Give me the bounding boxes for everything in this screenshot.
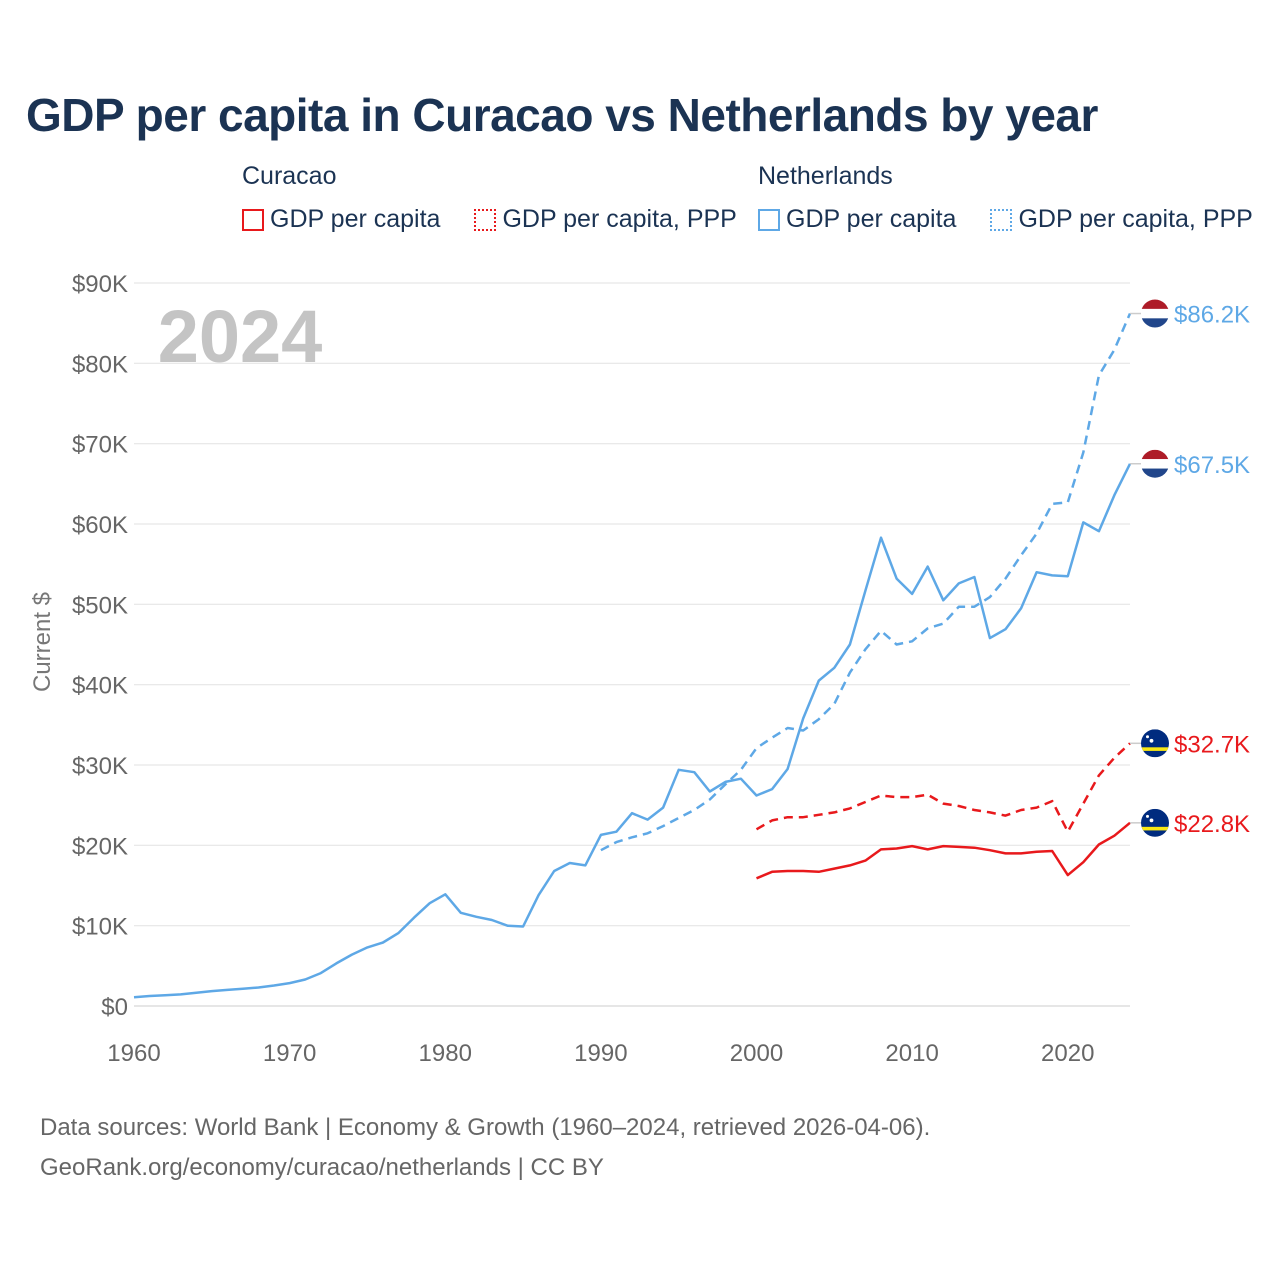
x-tick-label: 1960 — [107, 1040, 160, 1067]
y-tick-label: $0 — [101, 994, 128, 1021]
chart-title: GDP per capita in Curacao vs Netherlands… — [26, 89, 1098, 141]
gridlines — [134, 282, 1130, 1007]
legend-country-label: Curacao — [242, 162, 337, 190]
y-tick-label: $80K — [72, 351, 128, 378]
legend-item-label: GDP per capita — [270, 205, 441, 233]
y-tick-label: $60K — [72, 512, 128, 539]
legend-netherlands: Netherlands GDP per capita GDP per capit… — [758, 162, 1253, 234]
y-tick-label: $40K — [72, 673, 128, 700]
curacao-flag-icon — [1141, 808, 1169, 837]
end-markers: $86.2K $67.5K $32.7K $22.8K — [1141, 299, 1250, 838]
legend-swatch-dotted-blue — [990, 208, 1013, 231]
y-axis-label: Current $ — [29, 592, 56, 692]
y-tick-label: $90K — [72, 271, 128, 298]
legend-item-curacao-gdp-ppp[interactable]: GDP per capita, PPP — [474, 205, 737, 234]
y-tick-label: $30K — [72, 753, 128, 780]
y-tick-label: $70K — [72, 432, 128, 459]
footer-sources: Data sources: World Bank | Economy & Gro… — [40, 1114, 931, 1141]
y-tick-label: $10K — [72, 914, 128, 941]
legend-item-netherlands-gdp-ppp[interactable]: GDP per capita, PPP — [990, 205, 1253, 234]
y-tick-label: $20K — [72, 833, 128, 860]
x-tick-label: 1990 — [574, 1040, 627, 1067]
legend-item-netherlands-gdp[interactable]: GDP per capita — [758, 205, 956, 234]
legend-swatch-solid-red — [242, 208, 264, 231]
end-value-label: $86.2K — [1174, 302, 1250, 329]
legend-item-label: GDP per capita — [786, 205, 957, 233]
legend-curacao: Curacao GDP per capita GDP per capita, P… — [242, 162, 737, 234]
x-tick-label: 2010 — [885, 1040, 938, 1067]
series-line — [755, 742, 1131, 833]
curacao-flag-icon — [1141, 729, 1169, 758]
end-value-label: $22.8K — [1174, 811, 1250, 838]
end-value-label: $67.5K — [1174, 452, 1250, 479]
netherlands-flag-icon — [1141, 449, 1169, 478]
legend-country-label: Netherlands — [758, 162, 893, 190]
netherlands-flag-icon — [1141, 299, 1169, 328]
footer-url[interactable]: GeoRank.org/economy/curacao/netherlands … — [40, 1154, 604, 1181]
axes: $0 $10K $20K $30K $40K $50K $60K $70K $80K $90K 19… — [72, 271, 1095, 1067]
legend-item-label: GDP per capita, PPP — [502, 205, 737, 233]
legend-item-label: GDP per capita, PPP — [1018, 205, 1253, 233]
x-tick-label: 2000 — [730, 1040, 783, 1067]
end-value-label: $32.7K — [1174, 731, 1250, 758]
legend-swatch-dotted-red — [474, 208, 497, 231]
x-tick-label: 2020 — [1041, 1040, 1094, 1067]
series-line — [133, 463, 1132, 999]
y-tick-label: $50K — [72, 592, 128, 619]
x-tick-label: 1970 — [263, 1040, 316, 1067]
legend-swatch-solid-blue — [758, 208, 780, 231]
x-tick-label: 1980 — [419, 1040, 472, 1067]
legend-item-curacao-gdp[interactable]: GDP per capita — [242, 205, 440, 234]
year-watermark: 2024 — [158, 295, 323, 378]
series-lines — [133, 312, 1141, 999]
series-line — [600, 313, 1132, 852]
footer: Data sources: World Bank | Economy & Gro… — [40, 1108, 930, 1188]
series-line — [756, 821, 1131, 880]
